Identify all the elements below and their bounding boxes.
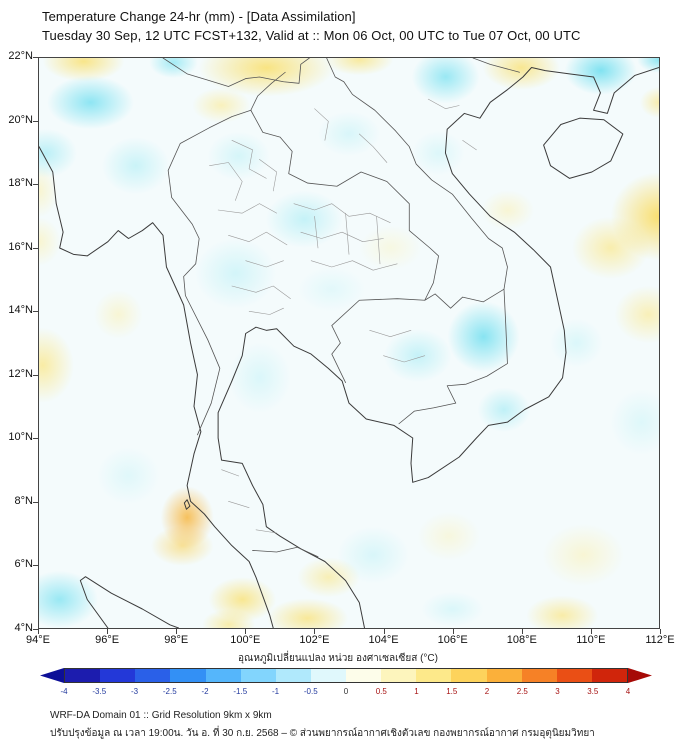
lon-tick-label: 102°E	[299, 634, 330, 646]
colorbar-left-arrow	[40, 668, 64, 683]
colorbar-tick-label: -3.5	[92, 687, 107, 696]
colorbar-tick-label: -1	[271, 687, 280, 696]
border-china	[163, 58, 520, 87]
lat-tickmark	[33, 501, 38, 503]
lat-tick-label: 18°N	[8, 177, 33, 190]
colorbar	[40, 668, 652, 683]
lon-tickmark	[383, 629, 385, 634]
colorbar-tick-label: 1	[414, 687, 419, 696]
border-thailand-laos-cambodia	[251, 110, 439, 382]
colorbar-tick-label: -2	[201, 687, 209, 696]
colorbar-segment	[486, 669, 522, 682]
lon-tick-label: 108°E	[506, 634, 537, 646]
coastline-hainan-island	[544, 118, 623, 178]
lon-tick-label: 106°E	[437, 634, 468, 646]
lat-tick-label: 20°N	[8, 113, 33, 126]
colorbar-segment	[381, 669, 417, 682]
lon-tickmark	[176, 629, 178, 634]
colorbar-tick-label: -2.5	[162, 687, 177, 696]
colorbar-tick-label: -1.5	[233, 687, 248, 696]
colorbar-segment	[416, 669, 452, 682]
colorbar-segment	[310, 669, 346, 682]
lat-tick-label: 12°N	[8, 367, 33, 380]
border-laos-vietnam-cambodia	[327, 58, 508, 424]
border-myanmar-laos	[251, 72, 285, 110]
colorbar-segment	[591, 669, 627, 682]
colorbar-segment	[170, 669, 206, 682]
lon-tick-label: 98°E	[164, 634, 189, 646]
border-thailand-malaysia	[253, 547, 318, 557]
colorbar-label: อุณหภูมิเปลี่ยนแปลง หน่วย องศาเซลเซียส (…	[238, 653, 438, 664]
lon-tickmark	[245, 629, 247, 634]
coastline-svg	[39, 58, 659, 628]
colorbar-tick-label: 1.5	[446, 687, 458, 696]
colorbar-body	[64, 668, 628, 683]
colorbar-tick-label: 4	[625, 687, 631, 696]
colorbar-tick-label: 2.5	[516, 687, 528, 696]
colorbar-segment	[205, 669, 241, 682]
colorbar-tick-label: 3	[555, 687, 560, 696]
colorbar-segment	[100, 669, 136, 682]
lat-tick-label: 6°N	[14, 558, 33, 571]
lon-tickmark	[452, 629, 454, 634]
lat-tickmark	[33, 184, 38, 186]
border-thailand-myanmar	[168, 110, 251, 435]
chart-subtitle: Tuesday 30 Sep, 12 UTC FCST+132, Valid a…	[42, 28, 581, 43]
colorbar-segment	[65, 669, 101, 682]
lon-tick-label: 94°E	[26, 634, 50, 646]
lat-tickmark	[33, 247, 38, 249]
lon-tickmark	[590, 629, 592, 634]
lat-tickmark	[33, 120, 38, 122]
lat-tickmark	[33, 311, 38, 313]
lat-tick-label: 8°N	[14, 494, 33, 507]
colorbar-segment	[275, 669, 311, 682]
colorbar-tick-label: 0	[343, 687, 349, 696]
lat-tickmark	[33, 374, 38, 376]
lon-tick-label: 110°E	[576, 634, 606, 646]
colorbar-right-arrow	[628, 668, 652, 683]
lon-tickmark	[38, 629, 39, 634]
temperature-field	[39, 58, 659, 628]
lat-tick-label: 14°N	[8, 304, 33, 317]
coastline-sumatra	[80, 577, 178, 628]
lat-tickmark	[33, 57, 38, 58]
lat-tickmark	[33, 629, 38, 630]
colorbar-tick-label: -3	[130, 687, 139, 696]
colorbar-segment	[346, 669, 382, 682]
lon-tickmark	[660, 629, 661, 634]
lat-tickmark	[33, 565, 38, 567]
footer-domain-info: WRF-DA Domain 01 :: Grid Resolution 9km …	[50, 710, 272, 721]
lat-tickmark	[33, 438, 38, 440]
colorbar-segment	[240, 669, 276, 682]
coastline-mainland	[39, 68, 659, 629]
lat-tick-label: 16°N	[8, 240, 33, 253]
colorbar-segment	[451, 669, 487, 682]
colorbar-segment	[556, 669, 592, 682]
map-plot	[38, 57, 660, 629]
lon-tickmark	[314, 629, 316, 634]
colorbar-tick-label: -0.5	[303, 687, 318, 696]
lon-tick-label: 100°E	[230, 634, 261, 646]
chart-title: Temperature Change 24-hr (mm) - [Data As…	[42, 9, 356, 24]
lon-tick-label: 112°E	[645, 634, 675, 646]
province-boundaries	[210, 99, 477, 533]
lat-tick-label: 10°N	[8, 431, 33, 444]
footer-update-info: ปรับปรุงข้อมูล ณ เวลา 19:00น. วัน อ. ที่…	[50, 728, 595, 739]
lon-tickmark	[521, 629, 523, 634]
colorbar-segment	[521, 669, 557, 682]
lon-tick-label: 104°E	[368, 634, 399, 646]
colorbar-tick-label: -4	[60, 687, 68, 696]
coastline-phuket-island	[184, 500, 190, 510]
colorbar-tick-label: 0.5	[375, 687, 387, 696]
title-block: Temperature Change 24-hr (mm) - [Data As…	[42, 7, 580, 45]
lat-tick-label: 4°N	[14, 622, 33, 634]
lat-tick-label: 22°N	[8, 50, 33, 62]
lon-tickmark	[107, 629, 109, 634]
lon-tick-label: 96°E	[95, 634, 120, 646]
colorbar-tick-label: 2	[484, 687, 490, 696]
colorbar-segment	[135, 669, 171, 682]
colorbar-tick-label: 3.5	[587, 687, 599, 696]
